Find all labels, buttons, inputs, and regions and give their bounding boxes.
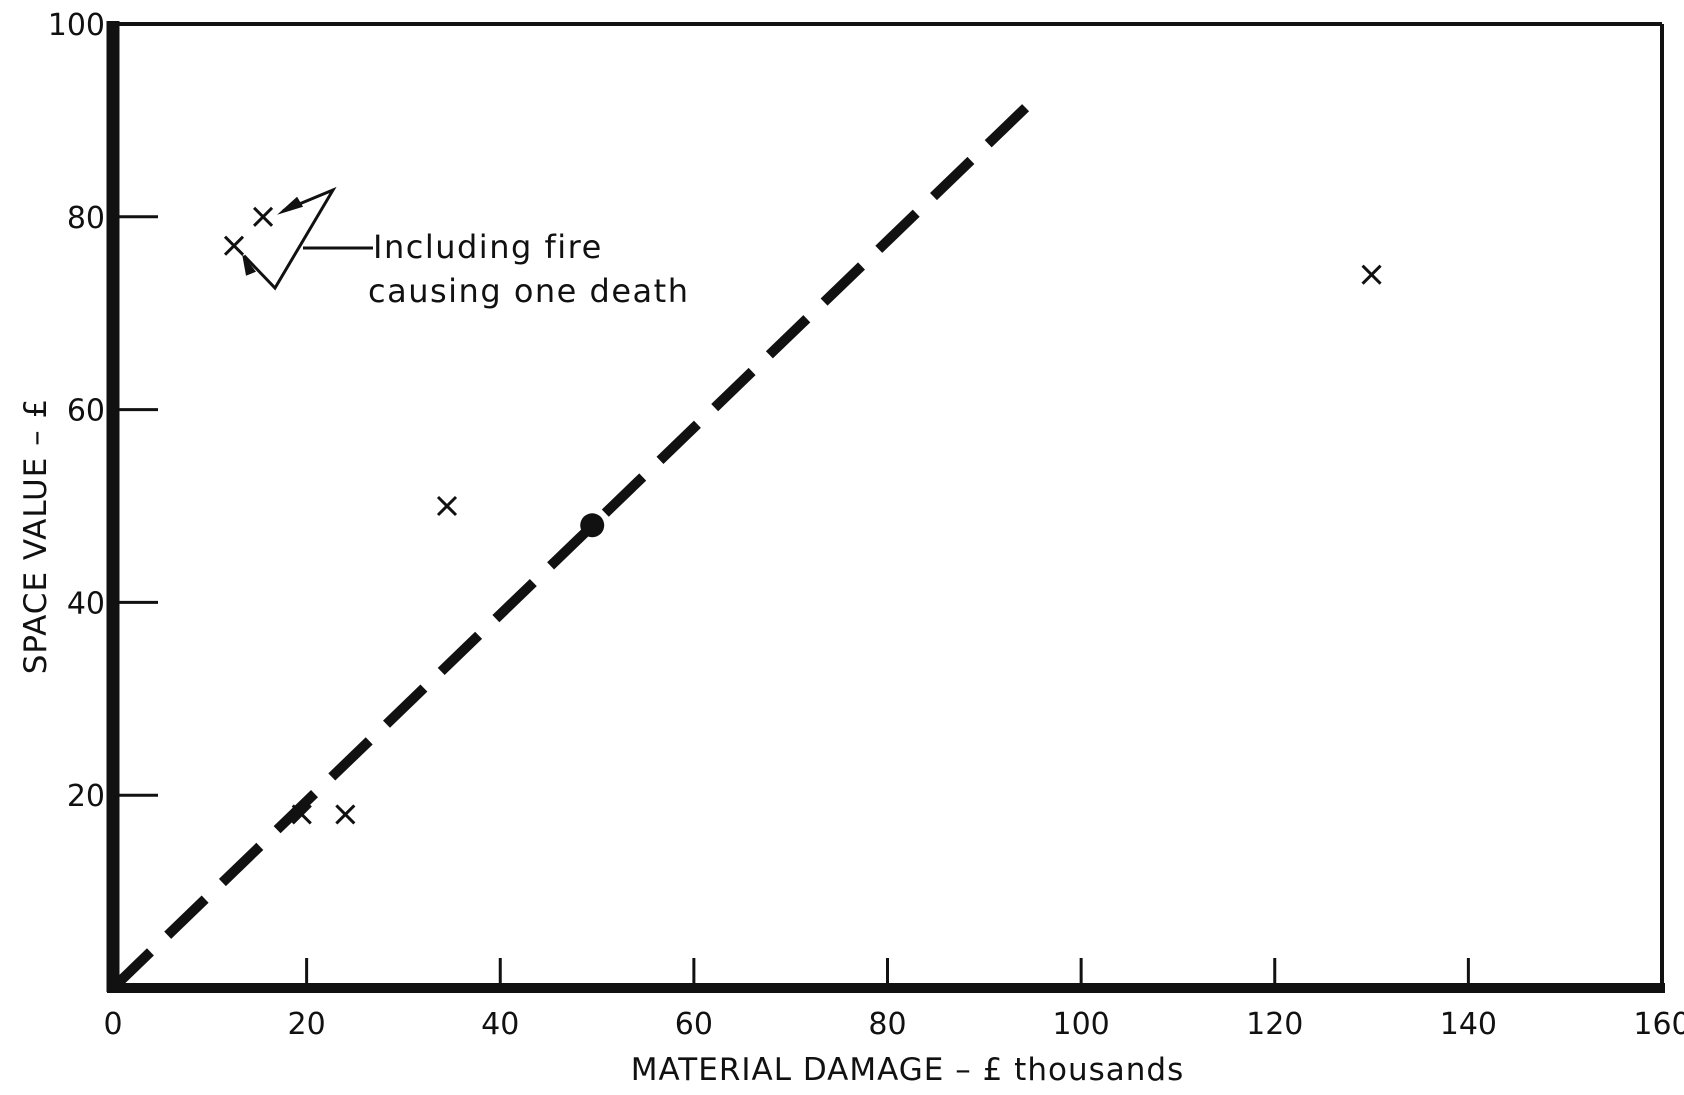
x-marker-stroke (223, 235, 245, 256)
tick-group: 0 20 40 60 80 100 120 140 160 20 40 60 80 100 (48, 8, 1684, 1042)
trend-line (109, 87, 1046, 992)
data-point-x (436, 495, 458, 517)
y-tick-label: 100 (48, 8, 105, 43)
x-tick-label: 20 (288, 1007, 326, 1042)
x-marker-stroke (335, 804, 356, 825)
y-tick-label: 40 (67, 586, 105, 621)
x-tick-label: 140 (1440, 1007, 1497, 1042)
x-marker-stroke (1361, 264, 1382, 285)
annotation-arrowhead-upper (277, 196, 304, 215)
annotation-arrowhead-lower (242, 253, 257, 276)
annotation-text-line-1: Including fire (373, 228, 603, 266)
y-tick-label: 60 (67, 394, 105, 429)
x-tick-label: 120 (1246, 1007, 1303, 1042)
x-marker-stroke (252, 206, 274, 227)
y-tick-label: 80 (67, 201, 105, 236)
plot-frame (106, 21, 1665, 993)
data-point-x (291, 804, 312, 825)
x-marker-stroke (291, 804, 312, 825)
data-point-x (335, 804, 356, 825)
data-point-dot (580, 513, 605, 538)
x-axis-title: MATERIAL DAMAGE – £ thousands (631, 1052, 1184, 1088)
x-tick-label: 40 (481, 1007, 519, 1042)
data-points-group (223, 206, 1382, 825)
data-point-x (223, 235, 245, 256)
annotation-text-line-2: causing one death (368, 272, 689, 310)
x-tick-label: 80 (868, 1007, 906, 1042)
annotation-group: Including fire causing one death (242, 186, 689, 310)
x-tick-label: 100 (1052, 1007, 1109, 1042)
y-axis-title: SPACE VALUE – £ (18, 398, 54, 675)
x-tick-label: 60 (675, 1007, 713, 1042)
data-point-x (252, 206, 274, 227)
trend-line-group (109, 87, 1046, 992)
x-tick-label: 160 (1633, 1007, 1684, 1042)
x-tick-label: 0 (103, 1007, 122, 1042)
annotation-bracket (242, 186, 337, 291)
y-tick-label: 20 (67, 779, 105, 814)
data-point-x (1361, 264, 1382, 285)
x-marker-stroke (436, 495, 458, 517)
